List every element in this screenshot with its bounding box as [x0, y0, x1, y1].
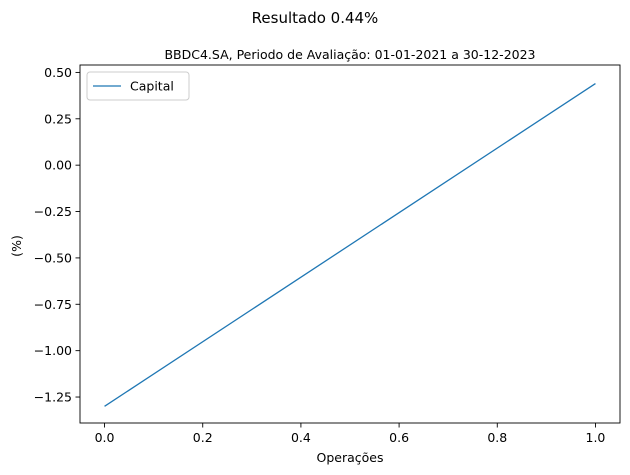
y-tick-label: −1.25	[34, 390, 72, 405]
y-tick-label: −0.75	[34, 297, 72, 312]
x-tick-label: 0.8	[487, 430, 507, 445]
legend-box	[86, 71, 190, 101]
x-tick-label: 0.0	[95, 430, 115, 445]
legend: Capital	[86, 71, 190, 101]
x-tick-label: 0.6	[389, 430, 409, 445]
x-tick-label: 0.4	[291, 430, 311, 445]
legend-label: Capital	[130, 79, 174, 94]
y-tick-label: 0.50	[44, 65, 72, 80]
y-tick-label: 0.00	[44, 158, 72, 173]
y-tick-label: −1.00	[34, 343, 72, 358]
x-tick-label: 0.2	[193, 430, 213, 445]
x-axis-label: Operações	[317, 450, 384, 465]
y-tick-label: −0.50	[34, 250, 72, 265]
y-tick-label: 0.25	[44, 111, 72, 126]
chart-subtitle: BBDC4.SA, Periodo de Avaliação: 01-01-20…	[164, 47, 535, 62]
chart-title: Resultado 0.44%	[252, 9, 379, 27]
plot-area: 0.0 0.2 0.4 0.6 0.8 1.0 −1.25 −1.00 −0.75 −0.50 −0…	[34, 64, 621, 445]
x-tick-label: 1.0	[586, 430, 606, 445]
series-line-capital	[104, 83, 596, 407]
axes-frame	[79, 64, 621, 424]
y-tick-label: −0.25	[34, 204, 72, 219]
y-axis-label: (%)	[9, 235, 24, 257]
